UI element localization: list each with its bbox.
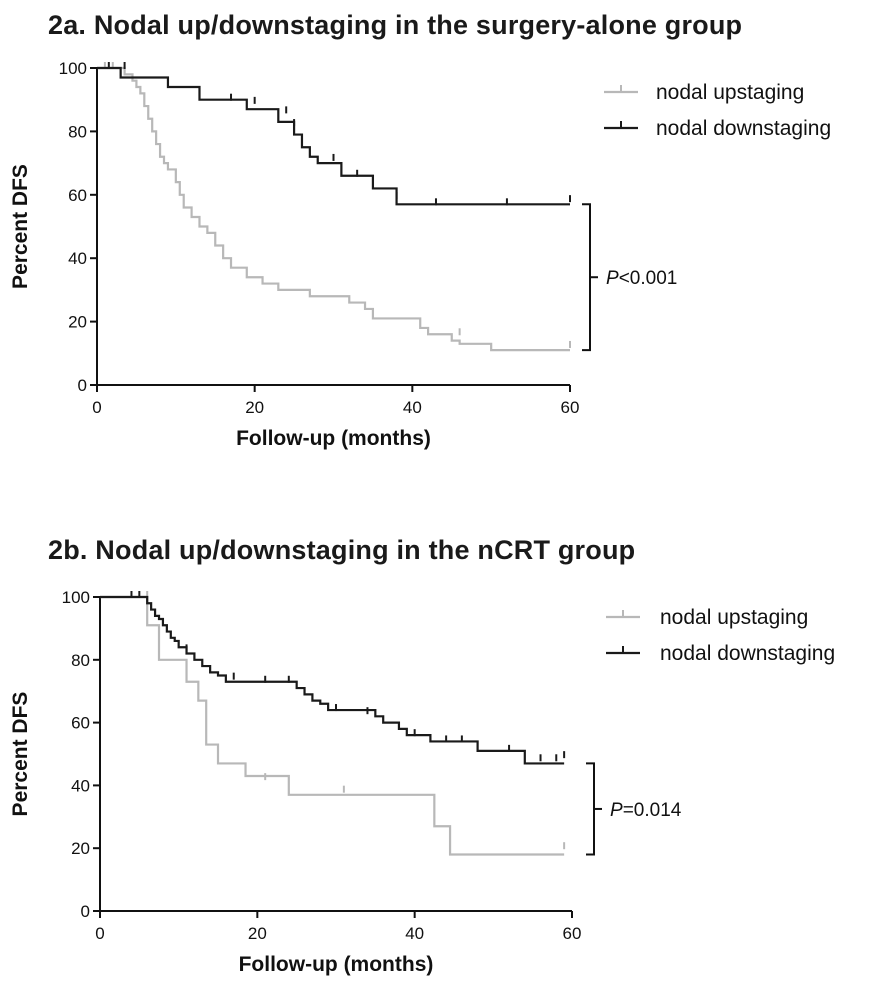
series-line-downstaging: [100, 595, 565, 765]
y-tick-label: 60: [68, 186, 87, 205]
y-axis-title: Percent DFS: [9, 692, 32, 817]
legend-label: nodal upstaging: [660, 606, 808, 629]
y-tick-label: 40: [68, 249, 87, 268]
y-tick-label: 80: [68, 122, 87, 141]
x-tick-label: 40: [403, 398, 422, 417]
km-chart-2b: 0 20 40 60 80 100 0 20 40 60 Follow-up (months) Per…: [9, 588, 835, 976]
y-tick-label: 60: [71, 714, 90, 733]
y-tick-label: 20: [71, 839, 90, 858]
y-tick-label: 0: [78, 376, 87, 395]
x-tick-label: 0: [92, 398, 101, 417]
chart-title: 2b. Nodal up/downstaging in the nCRT gro…: [48, 535, 636, 565]
x-axis-title: Follow-up (months): [236, 427, 431, 450]
y-axis-title: Percent DFS: [9, 164, 32, 289]
series-line-downstaging: [97, 66, 570, 206]
y-tick-label: 0: [81, 902, 90, 921]
legend-label: nodal upstaging: [656, 81, 804, 104]
significance-bracket: [586, 762, 595, 856]
x-axis-title: Follow-up (months): [239, 953, 434, 976]
x-tick-label: 20: [248, 924, 267, 943]
y-tick-label: 40: [71, 776, 90, 795]
p-value-label: P<0.001: [606, 268, 677, 289]
p-value-label: P=0.014: [610, 800, 682, 821]
legend-label: nodal downstaging: [656, 117, 831, 140]
x-tick-label: 20: [245, 398, 264, 417]
legend-label: nodal downstaging: [660, 642, 835, 665]
km-chart-2a: 0 20 40 60 80 100 0 20 40 60 Follow-up (months) Per…: [9, 59, 831, 450]
chart-panel-2a: 2a. Nodal up/downstaging in the surgery-…: [0, 0, 870, 470]
y-tick-label: 20: [68, 313, 87, 332]
x-tick-label: 0: [95, 924, 104, 943]
x-tick-label: 40: [405, 924, 424, 943]
x-tick-label: 60: [561, 398, 580, 417]
x-tick-label: 60: [563, 924, 582, 943]
y-tick-label: 100: [62, 588, 90, 607]
significance-bracket: [582, 203, 591, 352]
y-tick-label: 100: [59, 59, 87, 78]
series-line-upstaging: [97, 66, 570, 352]
y-tick-label: 80: [71, 651, 90, 670]
series-line-upstaging: [100, 595, 565, 856]
chart-panel-2b: 2b. Nodal up/downstaging in the nCRT gro…: [0, 525, 870, 985]
chart-title: 2a. Nodal up/downstaging in the surgery-…: [48, 10, 743, 40]
